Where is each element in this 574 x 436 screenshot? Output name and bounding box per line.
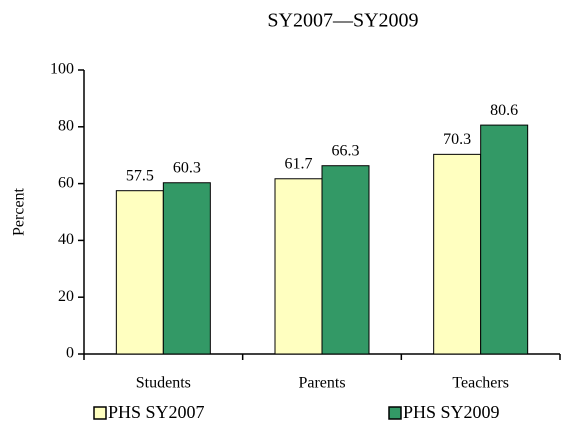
y-tick-label: 100 — [50, 61, 74, 78]
value-label: 70.3 — [443, 131, 471, 148]
bar — [115, 190, 164, 355]
legend-swatch — [388, 406, 402, 420]
value-label: 61.7 — [285, 155, 313, 172]
y-tick-label: 20 — [58, 288, 74, 305]
y-tick-label: 40 — [58, 231, 74, 248]
value-label: 80.6 — [490, 102, 518, 119]
y-tick-label: 80 — [58, 117, 74, 134]
y-axis-label: Percent — [11, 187, 28, 236]
value-label: 60.3 — [173, 159, 201, 176]
y-tick-label: 0 — [66, 345, 74, 362]
x-tick-label: Parents — [298, 375, 345, 392]
legend-label: PHS SY2009 — [403, 402, 500, 422]
chart-title: SY2007—SY2009 — [267, 10, 418, 32]
bar — [321, 165, 370, 355]
value-label: 57.5 — [126, 167, 154, 184]
x-tick-label: Students — [136, 375, 191, 392]
bar — [433, 153, 482, 355]
y-tick-label: 60 — [58, 174, 74, 191]
legend-swatch — [93, 406, 107, 420]
x-tick-label: Teachers — [452, 375, 509, 392]
legend-label: PHS SY2007 — [108, 402, 205, 422]
value-label: 66.3 — [332, 142, 360, 159]
bar — [162, 182, 211, 355]
bar — [274, 178, 323, 355]
bar — [480, 124, 529, 355]
